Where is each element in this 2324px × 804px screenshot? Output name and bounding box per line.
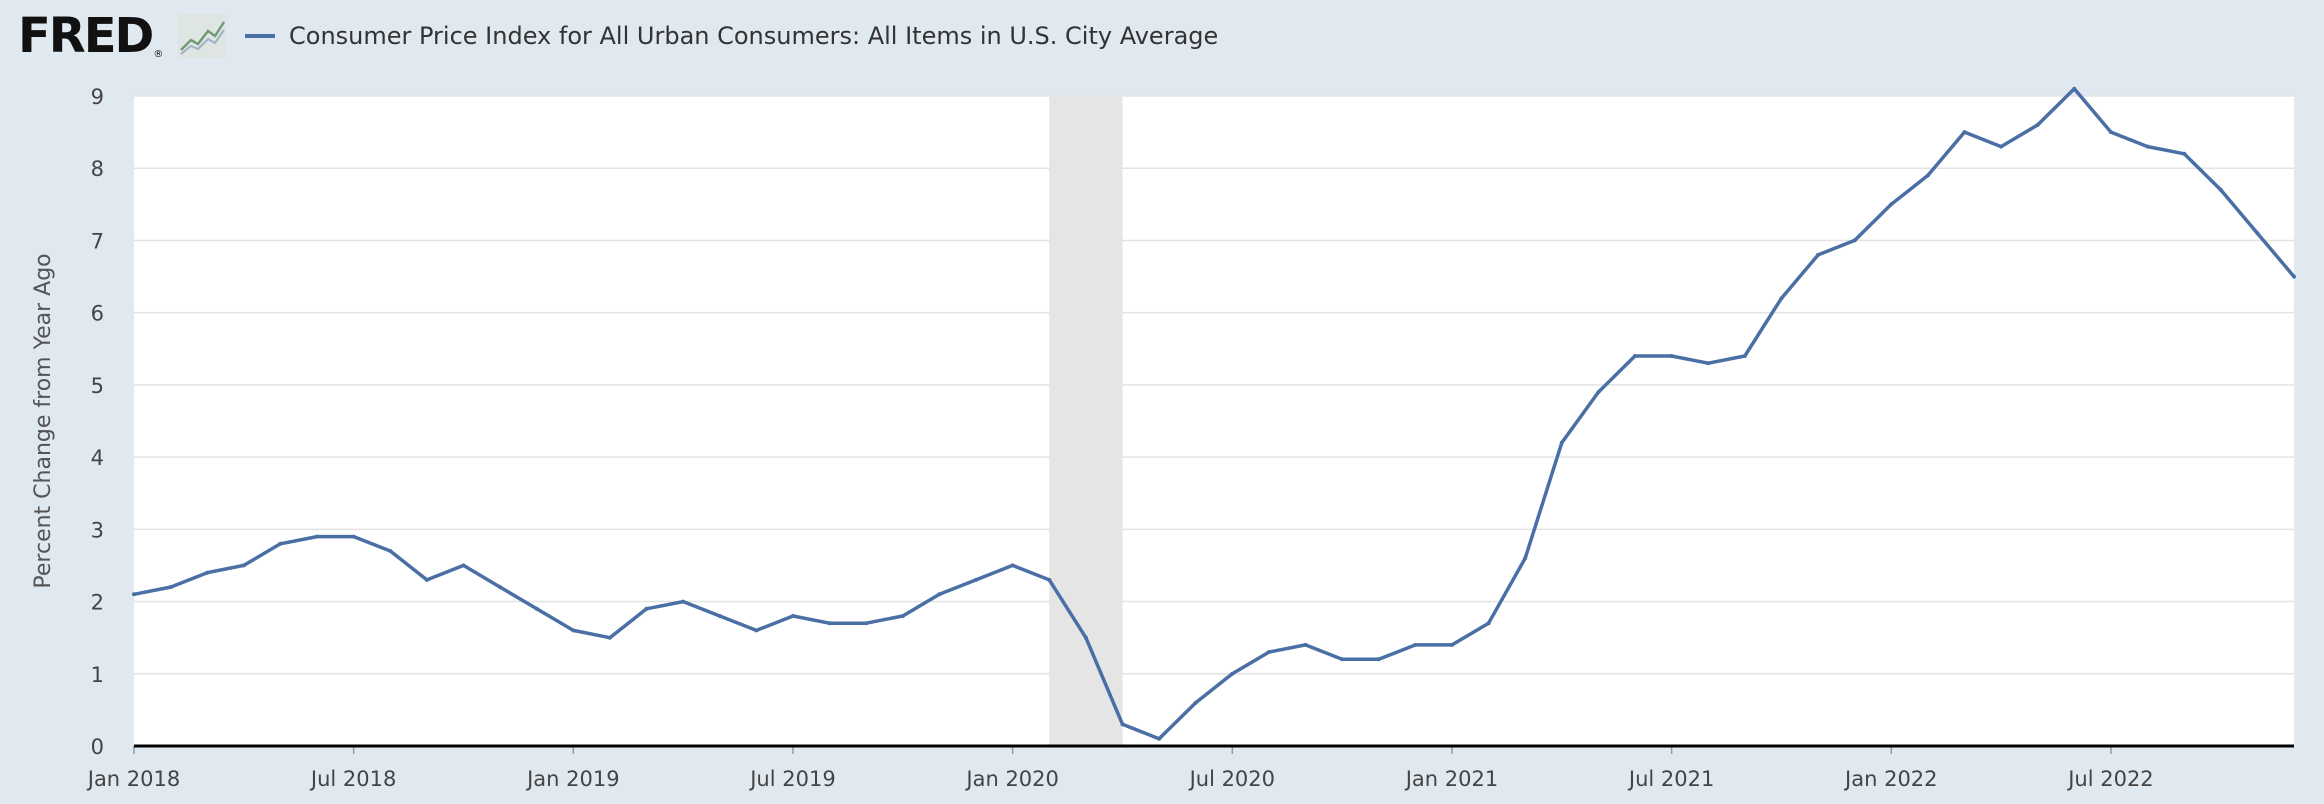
data-point[interactable] [1669, 354, 1674, 358]
y-tick-label: 8 [91, 157, 104, 181]
data-point[interactable] [1523, 556, 1528, 561]
data-point[interactable] [644, 606, 649, 611]
y-tick-label: 2 [91, 591, 104, 615]
data-point[interactable] [1450, 642, 1454, 647]
plot-area [134, 96, 2294, 746]
data-point[interactable] [388, 549, 393, 553]
x-tick-label: Jan 2019 [525, 767, 620, 791]
grid-lines [134, 95, 2294, 675]
data-point[interactable] [461, 563, 466, 568]
data-point[interactable] [1157, 736, 1162, 741]
data-point[interactable] [168, 585, 173, 590]
data-point[interactable] [900, 614, 905, 618]
x-tick-label: Jul 2018 [309, 767, 396, 791]
data-point[interactable] [1925, 173, 1930, 178]
data-point[interactable] [1193, 700, 1198, 705]
data-point[interactable] [681, 599, 686, 604]
y-tick-label: 5 [91, 374, 104, 398]
data-point[interactable] [1340, 657, 1345, 662]
y-tick-label: 0 [91, 735, 104, 759]
x-tick-label: Jan 2021 [1404, 767, 1499, 791]
data-point[interactable] [1816, 252, 1821, 257]
data-point[interactable] [1486, 621, 1491, 626]
data-point[interactable] [424, 577, 429, 582]
data-point[interactable] [974, 577, 978, 582]
data-point[interactable] [1010, 563, 1015, 568]
y-tick-label: 7 [91, 229, 104, 253]
series-line[interactable] [133, 87, 2296, 741]
x-tick-label: Jul 2020 [1188, 767, 1275, 791]
logo-text: FRED [18, 8, 154, 64]
y-axis-label: Percent Change from Year Ago [31, 253, 56, 588]
chart-header: FRED ® Consumer Price Index for All Urba… [0, 0, 2324, 80]
data-point[interactable] [241, 563, 246, 568]
data-point[interactable] [1999, 144, 2004, 149]
data-point[interactable] [132, 592, 136, 597]
data-point[interactable] [2255, 231, 2260, 236]
data-point[interactable] [1889, 202, 1894, 207]
data-point[interactable] [1120, 722, 1125, 727]
fred-logo[interactable]: FRED ® [18, 6, 163, 66]
data-point[interactable] [827, 621, 832, 626]
data-point[interactable] [1376, 657, 1381, 662]
legend-series-label: Consumer Price Index for All Urban Consu… [289, 22, 1219, 50]
x-tick-label: Jul 2019 [748, 767, 835, 791]
data-point[interactable] [351, 534, 356, 539]
chart-legend[interactable]: Consumer Price Index for All Urban Consu… [245, 18, 1218, 54]
data-point[interactable] [2145, 144, 2150, 149]
data-point[interactable] [1779, 296, 1784, 301]
data-point[interactable] [791, 614, 795, 618]
data-point[interactable] [937, 592, 942, 597]
data-point[interactable] [278, 541, 283, 546]
x-tick-label: Jan 2020 [964, 767, 1059, 791]
data-point[interactable] [315, 534, 320, 539]
data-point[interactable] [1230, 671, 1235, 676]
data-point[interactable] [1266, 650, 1271, 655]
legend-swatch [245, 34, 275, 38]
data-point[interactable] [1083, 635, 1088, 640]
x-axis-ticks: Jan 2018 Jul 2018 Jan 2019 Jul 2019 Jan 2020… [86, 746, 2154, 791]
data-point[interactable] [607, 635, 612, 640]
data-point[interactable] [864, 621, 869, 626]
data-point[interactable] [1413, 642, 1418, 647]
data-point[interactable] [1962, 130, 1967, 135]
y-tick-label: 1 [91, 663, 104, 687]
data-point[interactable] [1559, 440, 1564, 445]
data-point[interactable] [717, 614, 722, 618]
x-tick-label: Jul 2022 [2066, 767, 2153, 791]
x-tick-label: Jan 2018 [86, 767, 181, 791]
data-point[interactable] [2035, 122, 2040, 127]
data-point[interactable] [1596, 390, 1601, 395]
recession-shading [1049, 96, 1123, 746]
x-tick-label: Jan 2022 [1843, 767, 1938, 791]
data-point[interactable] [1852, 238, 1857, 243]
data-point[interactable] [534, 606, 539, 611]
registered-mark: ® [153, 49, 164, 60]
data-point[interactable] [1706, 361, 1711, 366]
recession-band [1049, 96, 1123, 746]
data-point[interactable] [2292, 274, 2296, 279]
y-tick-label: 9 [91, 85, 104, 109]
data-point[interactable] [754, 628, 759, 633]
line-chart-icon [178, 14, 226, 58]
data-point[interactable] [2072, 86, 2077, 91]
data-point[interactable] [205, 570, 210, 575]
x-tick-label: Jul 2021 [1627, 767, 1714, 791]
data-point[interactable] [1047, 577, 1052, 582]
y-tick-label: 4 [91, 446, 104, 470]
data-point[interactable] [1633, 354, 1637, 358]
data-point[interactable] [1742, 354, 1747, 358]
y-tick-label: 3 [91, 518, 104, 542]
data-points [132, 86, 2296, 741]
data-point[interactable] [571, 628, 576, 633]
data-point[interactable] [498, 585, 503, 590]
y-tick-label: 6 [91, 302, 104, 326]
data-point[interactable] [2218, 187, 2223, 192]
data-point[interactable] [2182, 151, 2187, 156]
data-point[interactable] [1303, 642, 1308, 647]
y-axis-ticks: 0 1 2 3 4 5 6 7 8 9 [91, 85, 104, 759]
data-point[interactable] [2108, 130, 2113, 135]
